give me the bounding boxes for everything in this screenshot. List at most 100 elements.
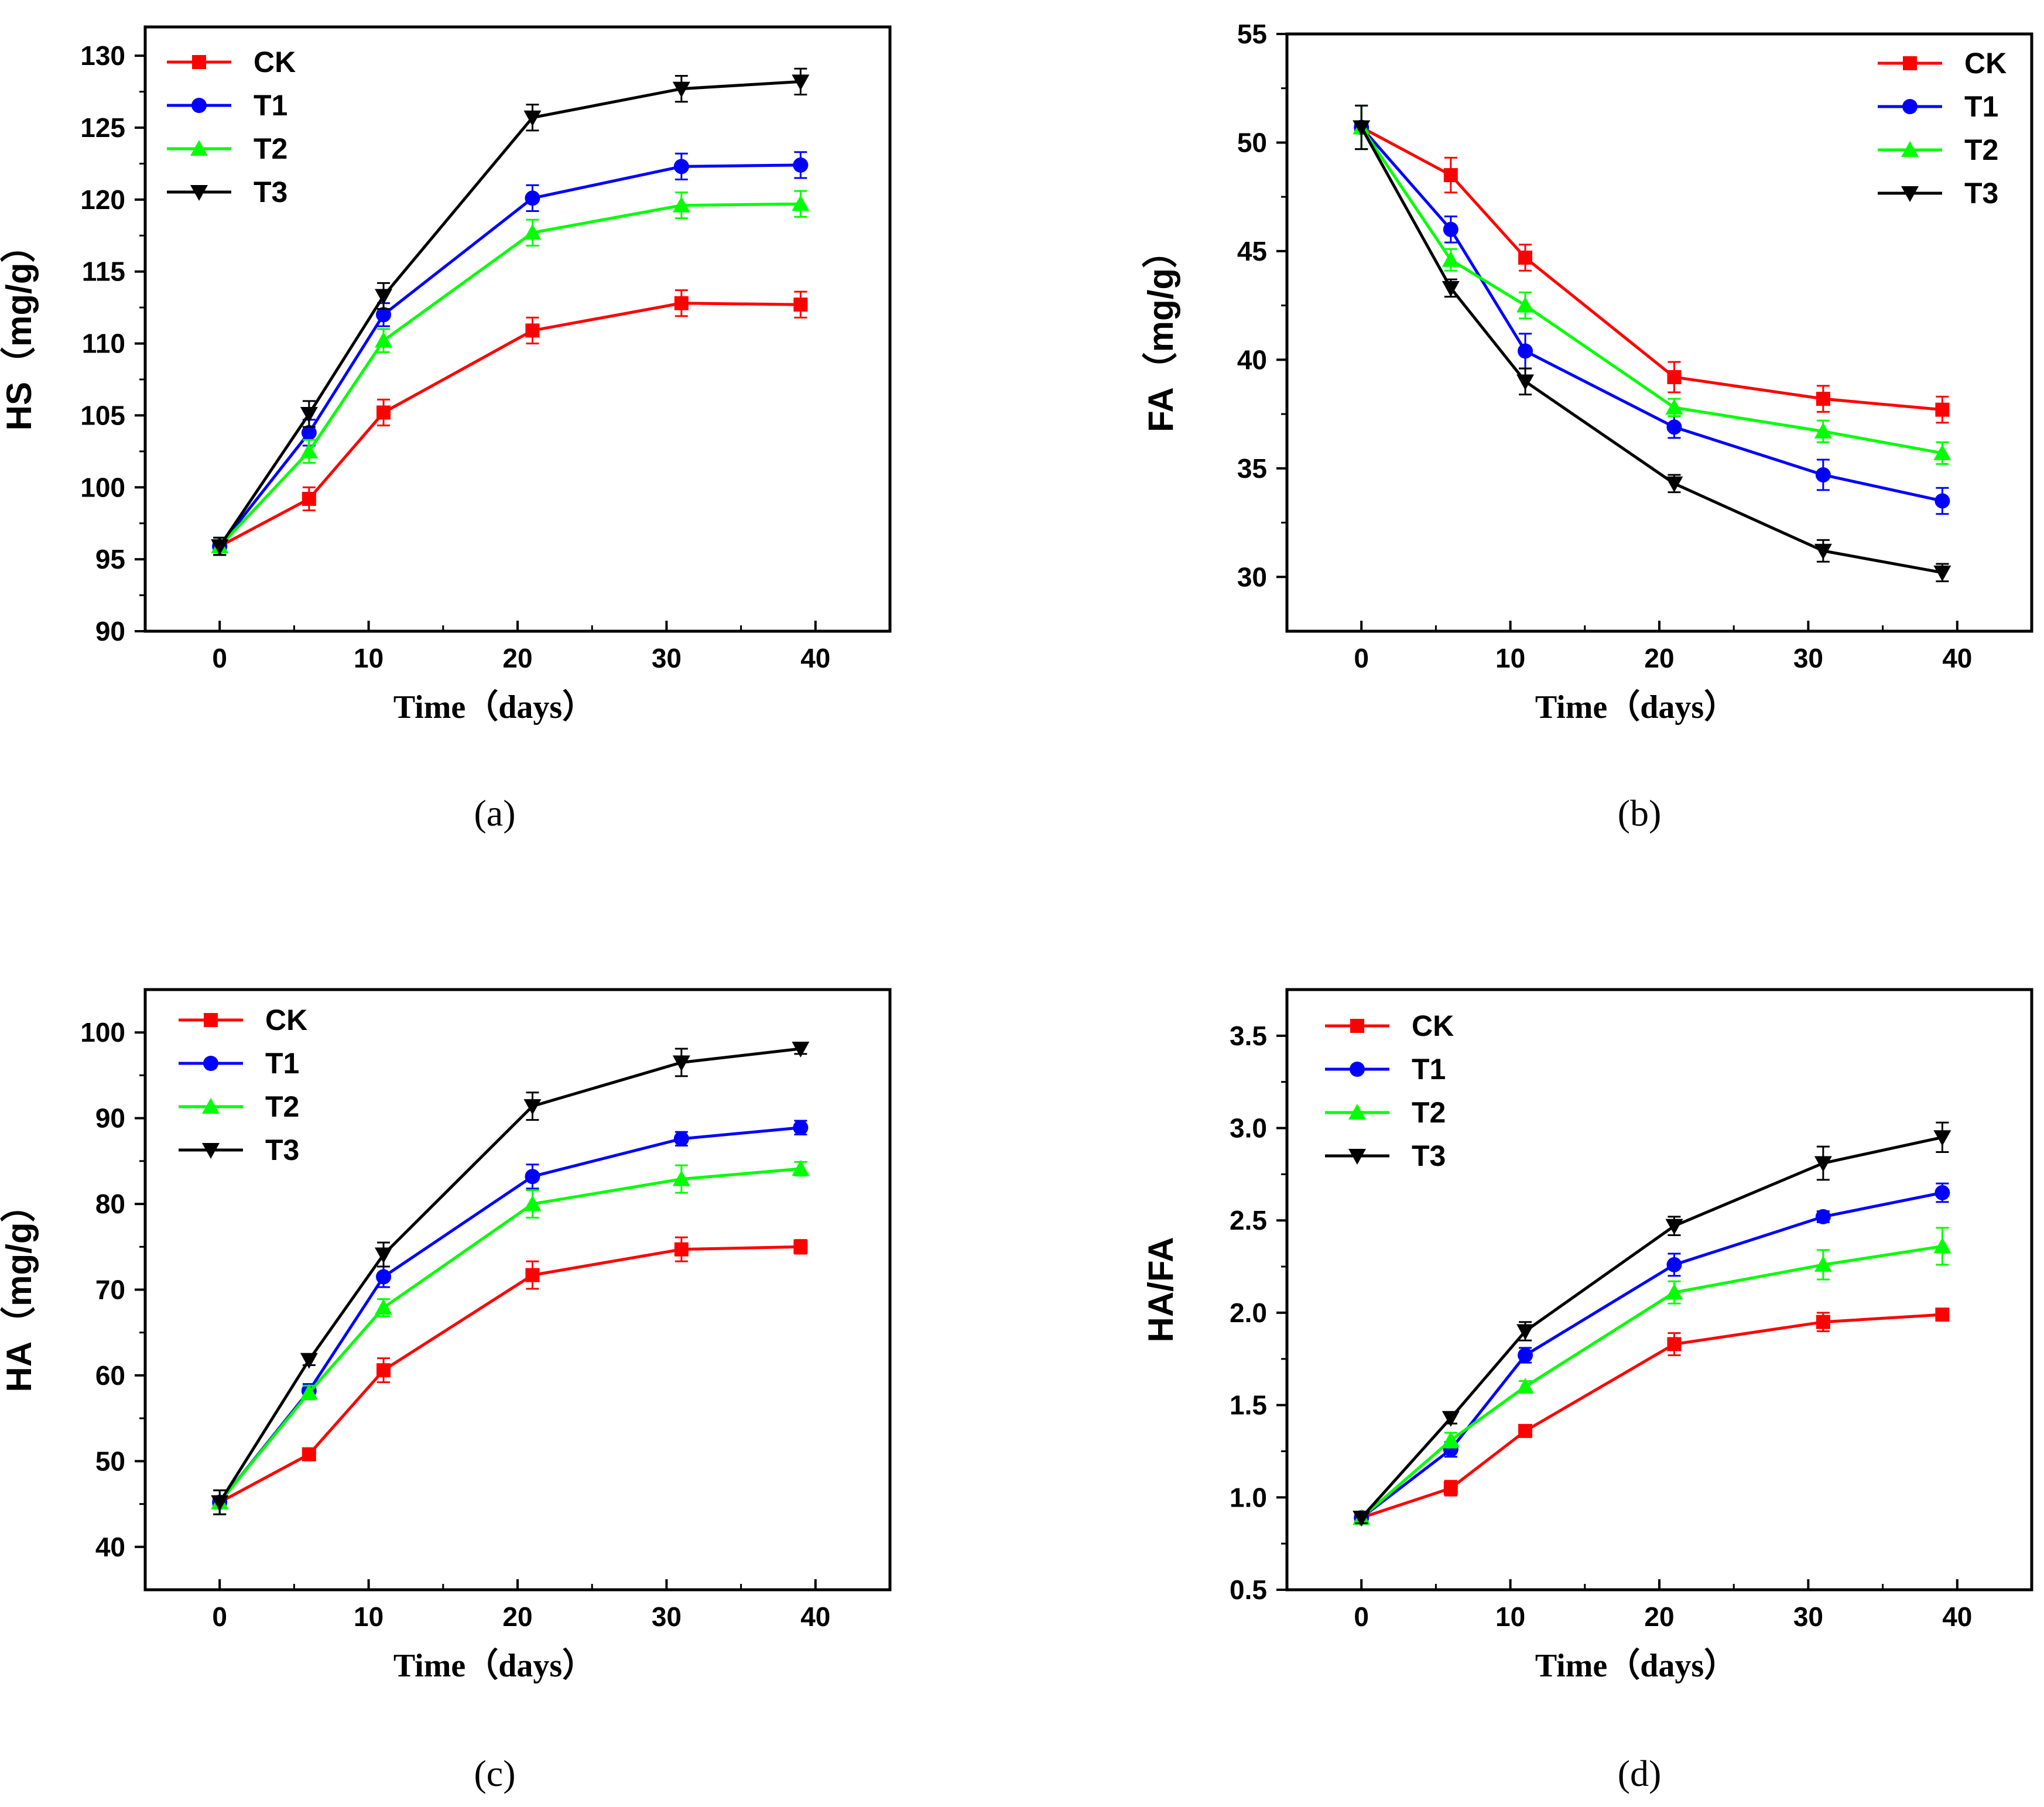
y-axis-title: HA/FA [1141, 1237, 1180, 1343]
series-t1 [1354, 1182, 1950, 1525]
y-tick-label: 1.0 [1230, 1482, 1267, 1512]
data-point [792, 195, 810, 211]
data-point [376, 307, 392, 323]
data-point [672, 1055, 690, 1072]
legend-item-t2: T2 [1878, 134, 1998, 166]
x-axis-title: Time（days） [393, 1647, 595, 1684]
legend-marker [202, 1143, 220, 1159]
data-point [300, 1384, 318, 1400]
data-point [375, 331, 393, 348]
chart-panel-a: 0 10 20 30 40 90 95 100 105 110 115 120 125 130 Time（d… [0, 25, 892, 834]
data-point [673, 159, 689, 174]
x-tick-label: 30 [652, 643, 682, 673]
x-axis-title: Time（days） [393, 689, 595, 725]
data-point [1665, 476, 1683, 492]
y-tick-label: 40 [1237, 344, 1267, 375]
legend-item-t1: T1 [1878, 90, 1998, 123]
y-tick-label: 90 [95, 1103, 125, 1134]
data-point [1516, 1324, 1535, 1340]
x-tick-label: 10 [1495, 643, 1525, 673]
data-point [376, 1363, 391, 1378]
legend-item-t2: T2 [167, 132, 287, 165]
series-t1 [1354, 104, 1950, 515]
y-tick-label: 120 [80, 184, 125, 215]
y-tick-label: 70 [95, 1275, 125, 1305]
data-point [1518, 251, 1533, 265]
y-axis-title: HS（mg/g） [0, 228, 39, 431]
data-point [792, 1042, 810, 1058]
data-point [1933, 444, 1951, 460]
legend-item-ck: CK [1878, 47, 2007, 80]
chart-panel-c: 0 10 20 30 40 40 50 60 70 80 90 100 Time（days） HA（mg/… [0, 988, 892, 1794]
data-point [1816, 1315, 1830, 1329]
series-line [1360, 1191, 1943, 1519]
y-axis-title: FA（mg/g） [1141, 233, 1180, 432]
series-t3 [211, 1042, 810, 1515]
series-line [218, 1126, 801, 1504]
legend-marker [204, 1013, 218, 1027]
data-point [302, 1447, 316, 1462]
data-point [672, 1170, 690, 1186]
legend-label: T1 [1412, 1053, 1446, 1086]
series-t1 [212, 1120, 809, 1515]
series-t2 [211, 1160, 810, 1515]
data-point [1814, 1156, 1832, 1172]
legend-label: CK [254, 46, 296, 78]
legend-marker [190, 140, 208, 156]
x-axis-title: Time（days） [1535, 1647, 1737, 1684]
legend-item-t1: T1 [179, 1047, 299, 1080]
x-tick-label: 20 [1644, 643, 1674, 673]
series-t3 [1353, 104, 1951, 583]
x-tick-label: 10 [354, 1601, 384, 1632]
legend-marker [1901, 141, 1919, 157]
legend: CK T1 T2 T3 [167, 46, 296, 208]
legend-label: CK [1412, 1009, 1454, 1042]
data-point [1353, 1511, 1371, 1527]
data-point [211, 539, 229, 556]
data-point [300, 406, 318, 423]
x-tick-label: 0 [1354, 1601, 1369, 1632]
legend-marker [1348, 1104, 1366, 1120]
panel-label: (d) [1618, 1753, 1662, 1794]
data-point [1815, 467, 1831, 482]
data-point [1518, 1347, 1533, 1363]
data-point [1814, 1255, 1832, 1272]
y-tick-label: 2.5 [1230, 1205, 1267, 1236]
y-tick-label: 1.5 [1230, 1390, 1267, 1421]
y-tick-label: 95 [95, 544, 125, 574]
x-tick-label: 10 [354, 643, 384, 673]
y-tick-label: 35 [1237, 453, 1267, 484]
legend-label: T3 [265, 1134, 299, 1166]
series-line [1360, 1244, 1943, 1519]
data-point [523, 1099, 542, 1115]
y-tick-label: 90 [95, 616, 125, 646]
data-point [1933, 1130, 1951, 1147]
series-line [218, 1047, 801, 1503]
x-tick-label: 0 [1354, 643, 1369, 673]
data-point [1933, 565, 1951, 581]
data-point [1442, 1411, 1460, 1427]
data-point [1443, 168, 1458, 183]
y-tick-label: 3.5 [1230, 1021, 1267, 1051]
data-point [1443, 1481, 1458, 1495]
legend-marker [202, 1098, 220, 1114]
data-point [1935, 402, 1950, 417]
data-point [1518, 343, 1533, 359]
series-ck [1354, 1308, 1950, 1525]
y-tick-label: 110 [82, 328, 125, 359]
series-line [219, 1245, 801, 1504]
data-point [1814, 422, 1832, 439]
data-point [792, 74, 810, 91]
x-tick-label: 30 [1793, 643, 1823, 673]
legend-label: T1 [1964, 90, 1998, 123]
legend-item-t3: T3 [179, 1134, 299, 1166]
y-tick-label: 30 [1237, 562, 1267, 592]
data-point [525, 323, 540, 338]
y-tick-label: 50 [95, 1446, 125, 1476]
legend-marker [190, 185, 208, 201]
data-point [793, 1120, 809, 1135]
y-tick-label: 100 [80, 1017, 125, 1048]
data-point [523, 1195, 542, 1211]
y-tick-label: 40 [95, 1532, 125, 1562]
series-t2 [1353, 104, 1951, 465]
